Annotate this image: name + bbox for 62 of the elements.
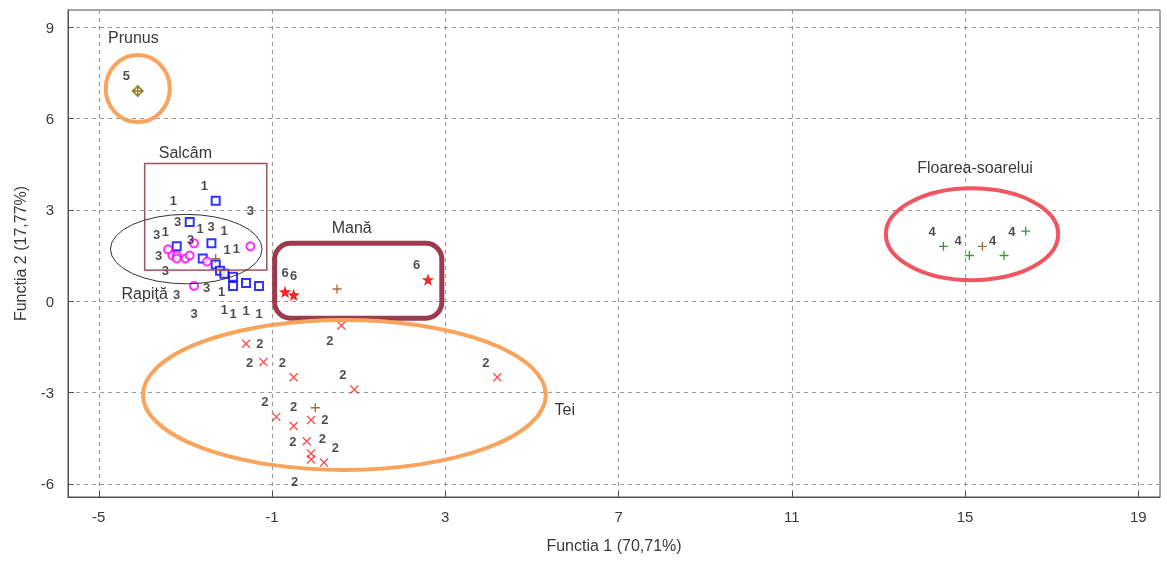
text: 4 <box>928 223 936 239</box>
text: 2 <box>291 473 299 489</box>
text: 1 <box>242 302 250 318</box>
text: 1 <box>232 241 241 257</box>
text: 2 <box>318 430 326 446</box>
y-tick-label: 9 <box>45 18 54 36</box>
text: 3 <box>174 213 182 229</box>
x-tick-label: 7 <box>614 508 623 525</box>
text: 4 <box>954 232 962 248</box>
annotation: Rapiţă <box>121 284 168 302</box>
text: 2 <box>290 399 298 415</box>
text: 1 <box>161 223 169 239</box>
series-label: 2 <box>289 433 297 449</box>
y-tick-label: 3 <box>45 201 54 219</box>
x-tick-label: 11 <box>784 508 800 525</box>
text: 6 <box>281 265 289 281</box>
text: 3 <box>207 219 215 235</box>
text: 1 <box>223 241 231 257</box>
text: 3 <box>246 202 254 218</box>
annotation: Tei <box>554 401 576 419</box>
x-tick-label: 19 <box>1130 508 1147 525</box>
y-tick-label: -3 <box>40 384 54 402</box>
text: 1 <box>229 306 237 322</box>
text: 2 <box>256 336 264 352</box>
series-label: 1 <box>196 220 204 236</box>
text: 2 <box>339 366 347 382</box>
x-axis-title: Functia 1 (70,71%) <box>546 536 682 554</box>
text: 6 <box>412 257 421 273</box>
text: 1 <box>220 302 228 318</box>
x-tick-label: 3 <box>441 508 450 525</box>
annotation: Salcâm <box>158 143 213 161</box>
text: 1 <box>218 284 226 300</box>
x-tick-label: -1 <box>265 508 279 525</box>
text: 2 <box>326 333 334 349</box>
text: 2 <box>482 354 490 370</box>
text: 3 <box>203 279 211 295</box>
y-axis-title: Functia 2 (17,77%) <box>11 185 29 322</box>
text: 1 <box>220 222 228 238</box>
text: 2 <box>278 354 286 370</box>
text: 3 <box>173 287 181 303</box>
annotation: Floarea-soarelui <box>917 158 1033 176</box>
x-tick-label: 15 <box>956 508 974 525</box>
text: 1 <box>255 306 263 322</box>
series-label: 6 <box>290 268 298 284</box>
text: 2 <box>331 439 339 455</box>
text: 2 <box>321 412 329 428</box>
text: 3 <box>154 247 163 263</box>
annotation: Mană <box>331 218 372 236</box>
text: 2 <box>261 394 269 410</box>
text: 1 <box>200 177 208 193</box>
text: 3 <box>153 226 161 242</box>
text: 2 <box>245 354 254 370</box>
text: 1 <box>169 192 177 208</box>
y-tick-label: -6 <box>40 475 54 493</box>
y-tick-label: 0 <box>45 292 54 310</box>
x-tick-label: -5 <box>92 508 106 525</box>
text: 3 <box>190 306 198 322</box>
annotation: Prunus <box>108 28 159 46</box>
text: 4 <box>989 232 997 248</box>
series-label: 5 <box>122 68 130 84</box>
y-tick-label: 6 <box>45 109 54 127</box>
series-label: 4 <box>1008 223 1017 239</box>
